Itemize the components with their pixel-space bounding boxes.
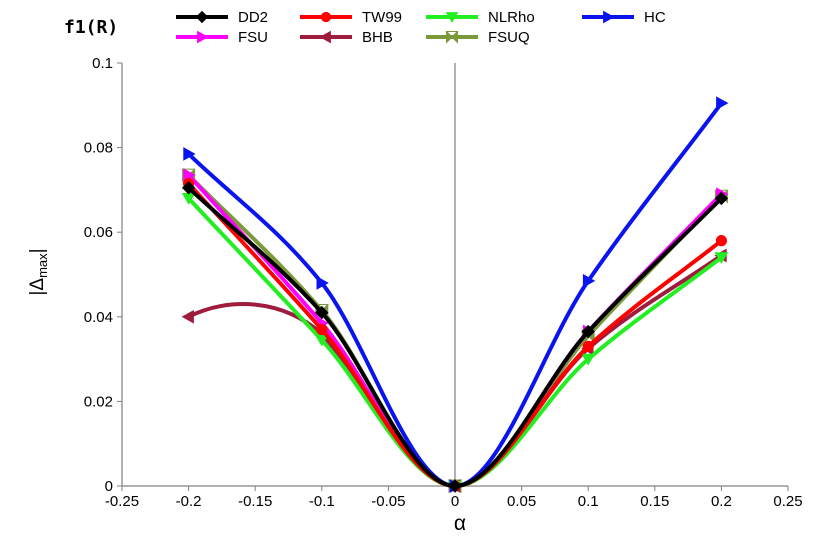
legend-marker [445, 12, 459, 23]
data-point [714, 191, 729, 206]
x-tick-label: -0.05 [371, 493, 405, 510]
data-point [314, 334, 329, 347]
data-point [181, 181, 196, 195]
legend-marker [319, 30, 331, 44]
axes: -0.25 -0.2 -0.15 -0.1 -0.05 0 0.05 0.1 0.15 0.2 0.… [84, 55, 803, 510]
x-tick-label: -0.15 [238, 493, 272, 510]
data-point [714, 252, 729, 264]
legend: DD2 TW99 NLRho HC FSU BHB FSUQ [176, 9, 666, 46]
y-tick-label: 0.1 [92, 55, 113, 72]
legend-item-fsu: FSU [176, 29, 268, 46]
series-fsu [183, 168, 729, 493]
legend-label: BHB [362, 29, 393, 46]
x-tick-label: 0.25 [773, 493, 802, 510]
data-point [582, 273, 596, 288]
data-point [581, 353, 596, 366]
data-point [315, 305, 329, 320]
x-tick-label: 0 [451, 493, 459, 510]
y-tick-label: 0.02 [84, 393, 113, 410]
x-tick-label: 0.1 [578, 493, 599, 510]
x-tick-label: 0.2 [711, 493, 732, 510]
x-tick-label: 0.05 [507, 493, 536, 510]
data-point [716, 96, 729, 111]
data-point [316, 323, 328, 336]
legend-item-hc: HC [582, 9, 666, 26]
legend-item-bhb: BHB [300, 29, 393, 46]
data-point [582, 340, 594, 353]
data-point [183, 147, 196, 161]
legend-label: FSU [238, 29, 268, 46]
x-axis-label: α [454, 512, 466, 535]
legend-marker [320, 11, 332, 23]
x-tick-label: 0.15 [640, 493, 669, 510]
y-axis-label-main: |Δ [27, 278, 48, 296]
y-axis-label-end: | [27, 248, 48, 253]
legend-marker [197, 30, 209, 44]
x-tick-label: -0.2 [176, 493, 202, 510]
svg-text:|Δmax|: |Δmax| [27, 248, 50, 295]
legend-label: TW99 [362, 9, 402, 26]
series-dd2 [181, 181, 729, 493]
legend-label: NLRho [488, 9, 535, 26]
legend-label: HC [644, 9, 666, 26]
plot-area [181, 96, 729, 494]
y-tick-label: 0.04 [84, 309, 113, 326]
y-tick-label: 0 [105, 478, 113, 495]
legend-marker [445, 31, 459, 44]
chart-title: f1(R) [64, 17, 118, 38]
legend-item-nlrho: NLRho [426, 9, 535, 26]
legend-marker [603, 10, 615, 24]
legend-item-tw99: TW99 [300, 9, 402, 26]
y-axis-label: |Δmax| [27, 248, 50, 295]
legend-marker [195, 10, 209, 24]
x-tick-label: -0.1 [309, 493, 335, 510]
y-tick-label: 0.08 [84, 140, 113, 157]
x-tick-label: -0.25 [105, 493, 139, 510]
data-point [181, 309, 194, 324]
data-point [581, 324, 595, 339]
y-tick-label: 0.06 [84, 224, 113, 241]
data-point [448, 479, 462, 493]
data-point [715, 235, 728, 247]
data-point [316, 276, 329, 290]
legend-item-fsuq: FSUQ [426, 29, 530, 46]
legend-item-dd2: DD2 [176, 9, 268, 26]
y-axis-label-sub: max [35, 253, 50, 278]
legend-label: DD2 [238, 9, 268, 26]
legend-label: FSUQ [488, 29, 530, 46]
series-hc [183, 96, 729, 493]
